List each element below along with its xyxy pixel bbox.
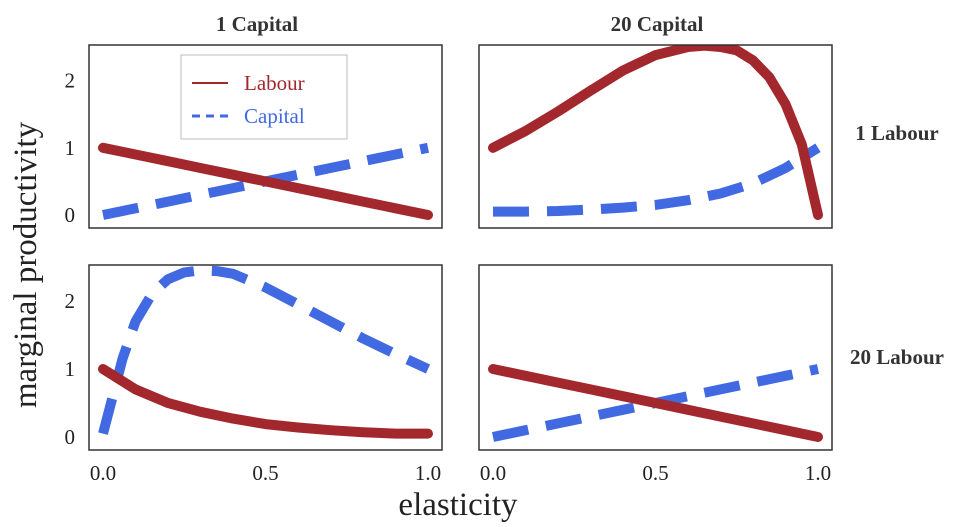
legend: Labour Capital (180, 54, 348, 140)
legend-box (180, 54, 348, 140)
row-title-20-labour: 20 Labour (850, 345, 944, 369)
col-title-1-capital: 1 Capital (216, 12, 298, 36)
panel-3-y-tick-label: 0 (65, 425, 76, 449)
legend-labour-label: Labour (244, 71, 305, 95)
panel-1-y-tick-label: 1 (65, 136, 76, 160)
panel-1: 0 1 2 (65, 44, 443, 229)
panel-4-x-tick-label: 1.0 (805, 461, 831, 485)
panel-4-series (488, 364, 823, 442)
x-axis-label: elasticity (398, 487, 518, 523)
panel-1-y-tick-label: 2 (65, 69, 76, 93)
legend-capital-label: Capital (244, 104, 305, 128)
panel-1-labour-line (98, 142, 433, 220)
panel-4-frame (478, 264, 833, 451)
panel-2 (478, 44, 833, 229)
panel-3-series (98, 265, 433, 439)
panel-3-x-tick-label: 0.0 (90, 461, 116, 485)
panel-3-labour-line (98, 364, 433, 439)
panel-1-frame (88, 44, 443, 229)
panel-4-x-tick-label: 0.0 (480, 461, 506, 485)
col-title-20-capital: 20 Capital (611, 12, 704, 36)
panel-1-y-tick-label: 0 (65, 203, 76, 227)
panel-3-frame (88, 264, 443, 451)
panel-2-labour-line (488, 45, 823, 220)
panel-2-frame (478, 44, 833, 229)
panel-3-x-tick-label: 0.5 (252, 461, 278, 485)
panel-1-series (98, 142, 433, 220)
panel-4-labour-line (488, 364, 823, 442)
panel-2-series (488, 45, 823, 220)
panel-2-capital-line (493, 143, 821, 217)
panel-3-y-tick-label: 2 (65, 289, 76, 313)
panel-4: 0.0 0.5 1.0 (478, 264, 833, 485)
panel-3-y-tick-label: 1 (65, 357, 76, 381)
panel-3: 0 1 2 0.0 0.5 1.0 (65, 264, 443, 485)
panel-4-x-tick-label: 0.5 (642, 461, 668, 485)
row-title-1-labour: 1 Labour (855, 121, 938, 145)
y-axis-label: marginal productivity (8, 121, 44, 408)
panel-3-capital-line (98, 265, 431, 435)
panel-3-x-tick-label: 1.0 (415, 461, 441, 485)
